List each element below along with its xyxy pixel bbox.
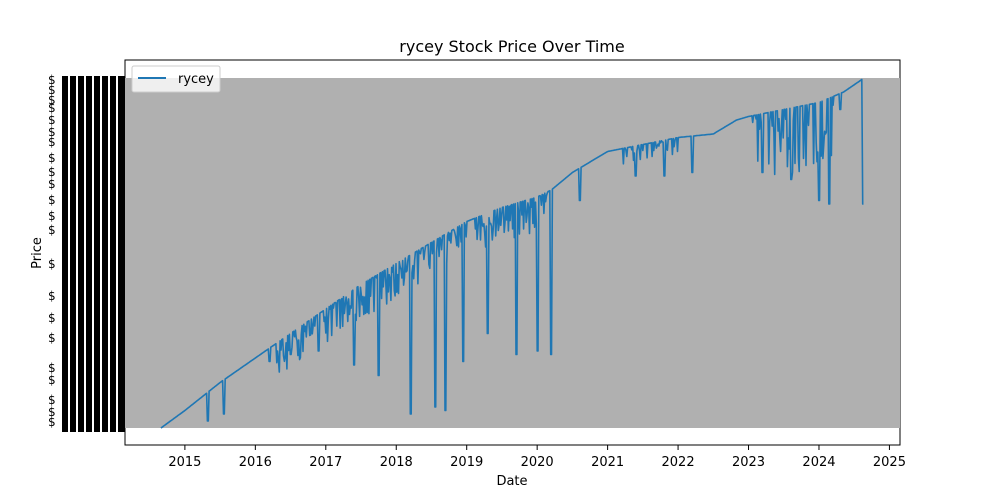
x-tick-label: 2016 <box>239 455 272 470</box>
y-tick-label: $ <box>48 113 56 127</box>
y-tick-label: $ <box>48 223 56 237</box>
x-axis-label: Date <box>496 474 527 489</box>
y-tick-overlap-column <box>102 76 108 432</box>
legend: rycey <box>131 65 221 93</box>
x-tick-label: 2023 <box>732 455 765 470</box>
y-tick-label: $ <box>48 361 56 375</box>
x-tick-label: 2025 <box>873 455 906 470</box>
y-tick-label: $ <box>48 373 56 387</box>
y-tick-label: $ <box>48 257 56 271</box>
x-tick-label: 2024 <box>802 455 835 470</box>
y-tick-label: $ <box>48 415 56 429</box>
y-tick-label: $ <box>48 125 56 139</box>
y-tick-overlap-column <box>110 76 116 432</box>
x-axis-ticks: 2015 2016 2017 2018 2019 2020 2021 2022 2023 2024… <box>168 445 906 470</box>
y-tick-label: $ <box>48 93 56 107</box>
y-tick-label: $ <box>48 311 56 325</box>
y-tick-clutter: $$$$$$$$$$$$$$$$$$$$$$ <box>48 73 125 432</box>
y-tick-overlap-column <box>70 76 76 432</box>
y-tick-label: $ <box>48 393 56 407</box>
y-tick-label: $ <box>48 177 56 191</box>
y-tick-label: $ <box>48 135 56 149</box>
y-tick-overlap-column <box>94 76 100 432</box>
y-tick-label: $ <box>48 73 56 87</box>
chart-title: rycey Stock Price Over Time <box>399 37 624 56</box>
series-line-rycey <box>160 78 864 429</box>
y-tick-label: $ <box>48 101 56 115</box>
x-tick-label: 2018 <box>380 455 413 470</box>
series-group <box>160 78 864 429</box>
x-tick-label: 2015 <box>168 455 201 470</box>
y-tick-label: $ <box>48 193 56 207</box>
x-tick-label: 2019 <box>450 455 483 470</box>
y-tick-overlap-column <box>62 76 68 432</box>
y-tick-overlap-column <box>86 76 92 432</box>
x-tick-label: 2020 <box>521 455 554 470</box>
plot-background-fill <box>125 78 900 428</box>
y-tick-label: $ <box>48 165 56 179</box>
y-tick-label: $ <box>48 151 56 165</box>
y-tick-label: $ <box>48 209 56 223</box>
y-tick-label: $ <box>48 289 56 303</box>
legend-box <box>131 65 221 93</box>
y-tick-label: $ <box>48 405 56 419</box>
y-tick-overlap-column <box>78 76 84 432</box>
y-tick-marks-block <box>118 76 125 432</box>
y-axis-label: Price <box>30 237 45 269</box>
x-tick-label: 2021 <box>591 455 624 470</box>
y-tick-label: $ <box>48 331 56 345</box>
y-tick-label: $ <box>48 83 56 97</box>
legend-entry-rycey: rycey <box>178 72 214 87</box>
x-tick-label: 2022 <box>662 455 695 470</box>
x-tick-label: 2017 <box>309 455 342 470</box>
